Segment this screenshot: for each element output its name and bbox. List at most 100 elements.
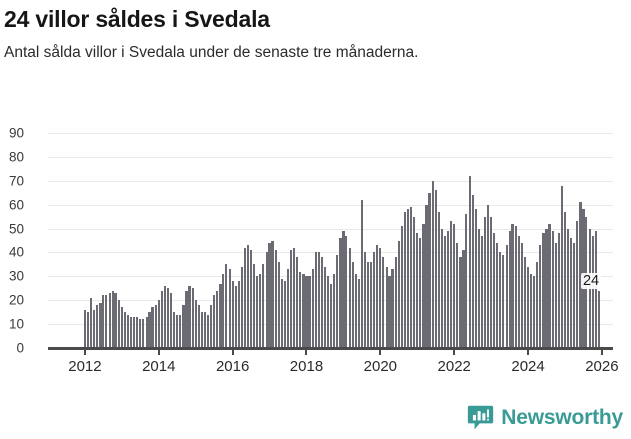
bar <box>203 312 207 348</box>
bar <box>210 305 213 348</box>
bar <box>197 305 200 348</box>
bar <box>499 252 502 348</box>
bar <box>93 309 96 348</box>
bar <box>591 235 594 348</box>
bar <box>243 247 246 348</box>
bar <box>142 319 145 348</box>
bar <box>422 223 425 348</box>
bar <box>363 252 366 348</box>
bar <box>83 309 86 348</box>
bar <box>437 211 440 348</box>
bar <box>129 316 133 348</box>
bar <box>490 216 493 348</box>
bar <box>524 257 527 348</box>
bar <box>225 264 228 348</box>
bar <box>409 207 413 348</box>
bar <box>505 245 508 348</box>
x-axis-tick <box>453 348 456 355</box>
bar <box>382 257 385 348</box>
bar <box>397 240 400 348</box>
bar <box>117 300 120 348</box>
bar <box>320 257 324 348</box>
x-axis-tick-label: 2018 <box>289 358 324 375</box>
bar <box>111 290 114 348</box>
bar <box>487 204 490 348</box>
bar <box>157 300 160 348</box>
bar <box>163 285 167 348</box>
bar <box>551 230 554 348</box>
newsworthy-logo[interactable]: Newsworthy <box>467 404 623 431</box>
bar <box>169 293 173 348</box>
bar <box>166 288 170 348</box>
bar <box>573 242 576 348</box>
gridline <box>48 348 613 350</box>
bar <box>330 283 333 348</box>
x-axis-tick <box>231 348 234 355</box>
bar <box>342 230 345 348</box>
bar <box>99 302 102 348</box>
bar <box>102 295 105 348</box>
bar <box>404 211 407 348</box>
bar <box>191 288 194 348</box>
bar <box>240 266 243 348</box>
bar <box>493 233 496 348</box>
bar <box>252 264 256 348</box>
y-axis-tick-label: 20 <box>8 292 24 308</box>
bar <box>296 257 299 348</box>
bar <box>391 269 394 348</box>
bar <box>262 264 265 348</box>
bar <box>566 228 570 348</box>
bar <box>357 278 361 348</box>
y-axis-tick-label: 10 <box>8 316 24 332</box>
bar <box>354 273 357 348</box>
bar <box>480 235 483 348</box>
x-axis-tick <box>83 348 86 355</box>
bar <box>416 233 419 348</box>
bar <box>206 314 209 348</box>
bar <box>526 266 530 348</box>
bar <box>536 262 539 348</box>
bar <box>376 245 379 348</box>
bar <box>123 312 126 348</box>
bar <box>286 269 290 348</box>
x-axis-tick-label: 2022 <box>437 358 471 375</box>
y-axis-tick-label: 30 <box>8 268 24 284</box>
bar <box>114 293 117 348</box>
bar <box>160 290 163 348</box>
bar <box>136 316 139 348</box>
chart-header: 24 villor såldes i Svedala Antal sålda v… <box>0 0 631 63</box>
bar <box>514 226 517 348</box>
bar <box>311 269 314 348</box>
bar <box>394 257 397 348</box>
bar <box>496 242 499 348</box>
bar <box>277 262 280 348</box>
x-axis-tick <box>305 348 308 355</box>
y-axis-tick-label: 60 <box>8 196 24 212</box>
bar <box>576 221 579 348</box>
bar <box>367 262 370 348</box>
bar <box>462 250 465 348</box>
plot-area: 0 10 20 30 40 50 60 70 80 90 24 <box>9 126 613 354</box>
y-axis-tick-label: 40 <box>8 244 24 260</box>
bar <box>200 312 204 348</box>
bar <box>326 276 329 348</box>
bar <box>351 262 354 348</box>
bar <box>539 245 542 348</box>
bar <box>428 192 431 348</box>
bar <box>517 235 520 348</box>
bar <box>406 209 410 348</box>
bar <box>542 233 545 348</box>
x-axis-tick <box>527 348 530 355</box>
bar <box>474 209 477 348</box>
bar <box>425 204 428 348</box>
bar <box>339 238 342 348</box>
bar <box>185 290 188 348</box>
bar <box>345 235 348 348</box>
bar <box>265 252 268 348</box>
gridline <box>48 252 613 254</box>
bar <box>529 273 533 348</box>
bar <box>105 295 108 348</box>
bar <box>305 276 308 348</box>
y-axis-tick-label: 70 <box>8 173 24 189</box>
x-axis-tick <box>600 348 603 355</box>
